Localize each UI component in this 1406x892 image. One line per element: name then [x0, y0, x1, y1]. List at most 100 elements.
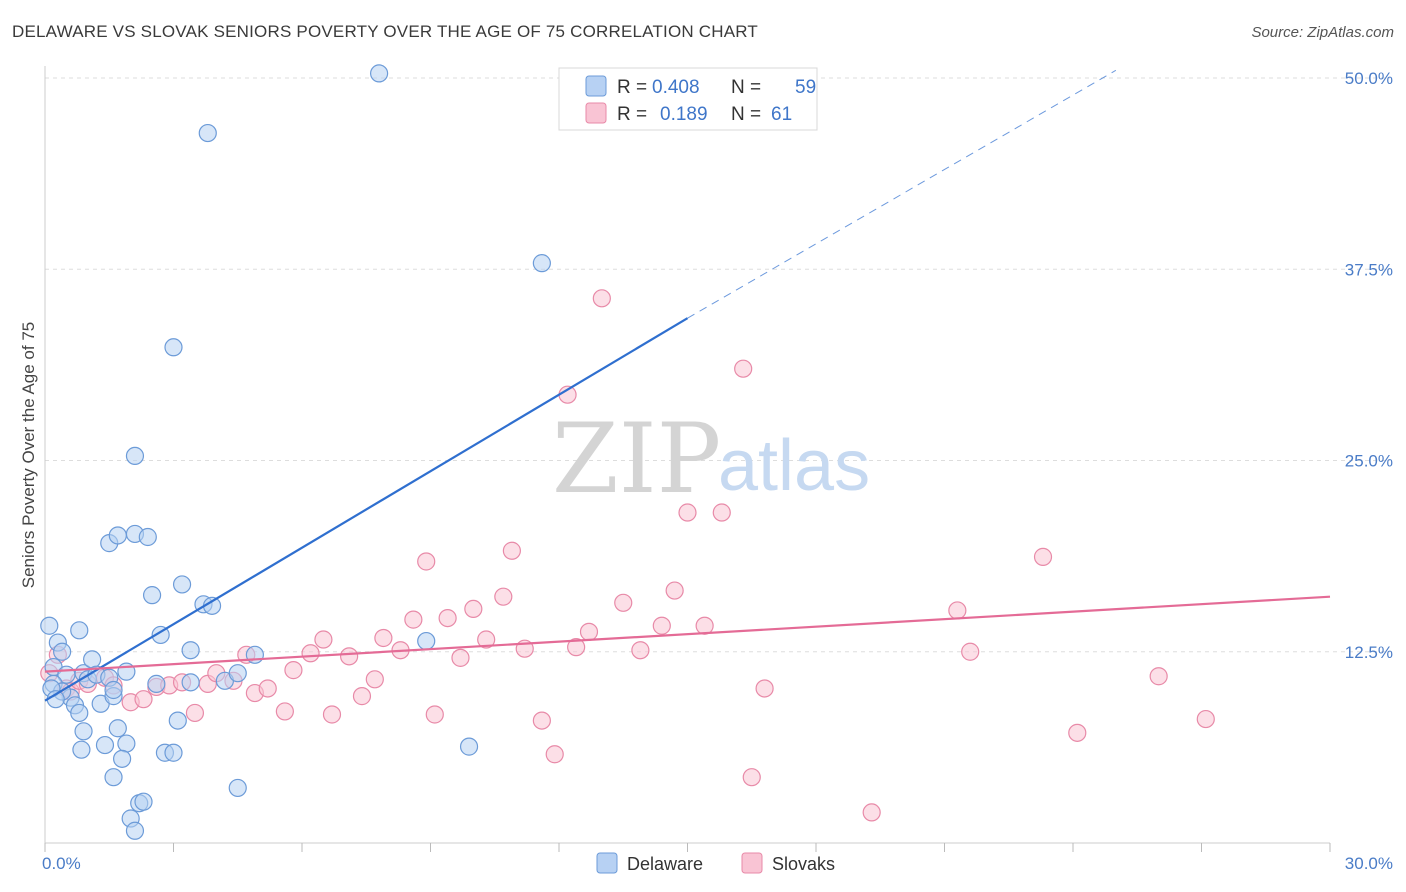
legend-r-label-delaware: R = — [617, 77, 647, 98]
slovaks-point-26 — [352, 687, 372, 706]
slovaks-point-9 — [134, 690, 153, 709]
delaware-point-55 — [104, 680, 123, 700]
delaware-point-36 — [181, 673, 200, 692]
slovaks-point-37 — [494, 587, 513, 606]
legend-n-label-delaware: N = — [731, 77, 761, 98]
delaware-point-47 — [125, 821, 145, 840]
slovaks-point-30 — [404, 610, 423, 629]
trend-lines — [44, 69, 1331, 702]
grid-lines — [45, 77, 1390, 653]
y-tick-label-0: 12.5% — [1345, 643, 1393, 662]
slovaks-point-58 — [961, 642, 980, 661]
delaware-point-21 — [95, 735, 115, 755]
slovaks-point-52 — [712, 503, 731, 522]
slovaks-point-25 — [340, 647, 359, 666]
slovaks-point-53 — [734, 359, 753, 378]
slovaks-point-48 — [652, 616, 671, 635]
delaware-point-30 — [142, 586, 162, 605]
slovaks-point-54 — [742, 768, 761, 787]
legend-r-value-slovaks: 0.189 — [660, 104, 708, 125]
slovaks-point-31 — [417, 552, 436, 571]
slovaks-point-24 — [322, 705, 342, 724]
delaware-point-23 — [72, 740, 91, 759]
stats-legend: R = 0.408 N = 59 R = 0.189 N = 61 — [558, 67, 818, 131]
delaware-point-20 — [104, 768, 123, 787]
delaware-point-35 — [172, 575, 192, 594]
delaware-point-46 — [134, 792, 153, 811]
delaware-point-12 — [70, 621, 89, 640]
delaware-point-50 — [370, 64, 389, 83]
slovaks-point-38 — [502, 541, 521, 560]
slovaks-point-19 — [258, 679, 277, 698]
delaware-point-17 — [108, 719, 127, 738]
y-axis-label: Seniors Poverty Over the Age of 75 — [19, 322, 38, 588]
bottom-legend-swatch-slovaks — [741, 852, 763, 874]
delaware-point-25 — [108, 526, 127, 545]
bottom-legend-swatch-delaware — [596, 852, 618, 874]
slovaks-point-32 — [425, 705, 444, 724]
chart-title: DELAWARE VS SLOVAK SENIORS POVERTY OVER … — [12, 22, 759, 41]
slovaks-point-45 — [592, 289, 611, 308]
legend-n-value-delaware: 59 — [795, 77, 816, 98]
delaware-point-48 — [164, 338, 183, 357]
legend-swatch-slovaks — [585, 102, 607, 124]
delaware-point-22 — [74, 722, 93, 741]
slovaks-point-21 — [284, 661, 303, 680]
slovaks-point-49 — [665, 581, 684, 600]
x-tick-label-0: 0.0% — [42, 854, 81, 873]
slovaks-point-59 — [1033, 547, 1053, 566]
legend-n-label-slovaks: N = — [731, 104, 761, 125]
delaware-points — [40, 64, 551, 840]
slovaks-point-60 — [1068, 723, 1087, 742]
slovaks-point-28 — [374, 628, 393, 648]
slovaks-point-36 — [477, 630, 496, 649]
legend-n-value-slovaks: 61 — [771, 104, 792, 125]
delaware-point-49 — [198, 123, 217, 143]
slovaks-point-40 — [532, 711, 551, 730]
slovaks-point-50 — [678, 503, 697, 522]
slovaks-point-34 — [451, 648, 470, 667]
delaware-point-19 — [112, 749, 132, 768]
delaware-trend-extension — [687, 69, 1117, 319]
slovaks-point-20 — [275, 702, 294, 721]
slovaks-point-56 — [862, 803, 881, 822]
delaware-point-41 — [228, 778, 247, 798]
delaware-point-3 — [53, 642, 72, 661]
delaware-point-34 — [168, 711, 187, 730]
slovaks-point-55 — [755, 679, 774, 698]
delaware-point-53 — [459, 737, 479, 756]
slovaks-point-33 — [438, 608, 457, 628]
delaware-point-42 — [228, 664, 247, 683]
bottom-legend-label-delaware: Delaware — [627, 854, 703, 874]
legend-r-value-delaware: 0.408 — [652, 77, 700, 98]
delaware-trend-line — [44, 317, 689, 702]
delaware-point-0 — [40, 616, 59, 635]
delaware-point-18 — [117, 734, 136, 753]
slovaks-points — [40, 289, 1215, 822]
slovaks-point-44 — [579, 622, 599, 641]
slovaks-point-23 — [314, 630, 333, 649]
delaware-point-11 — [83, 650, 102, 669]
y-tick-label-2: 37.5% — [1345, 260, 1393, 279]
legend-r-label-slovaks: R = — [617, 104, 647, 125]
delaware-point-8 — [70, 703, 89, 723]
slovaks-point-35 — [464, 599, 483, 619]
slovaks-point-61 — [1149, 667, 1168, 686]
delaware-point-52 — [417, 631, 436, 651]
x-tick-labels: 0.0% 30.0% — [42, 854, 1393, 873]
slovaks-point-57 — [948, 601, 967, 620]
legend-swatch-delaware — [585, 75, 607, 97]
y-tick-label-3: 50.0% — [1345, 69, 1393, 88]
delaware-point-28 — [138, 527, 157, 547]
slovaks-point-41 — [545, 745, 564, 764]
bottom-legend-label-slovaks: Slovaks — [772, 854, 835, 874]
chart-source: Source: ZipAtlas.com — [1251, 24, 1394, 41]
slovaks-point-27 — [365, 670, 384, 689]
slovaks-point-13 — [185, 703, 205, 723]
slovaks-point-62 — [1196, 709, 1215, 729]
delaware-point-26 — [125, 446, 145, 466]
slovaks-trend-line — [44, 595, 1331, 673]
series-legend: Delaware Slovaks — [596, 852, 835, 874]
delaware-point-31 — [151, 625, 170, 645]
